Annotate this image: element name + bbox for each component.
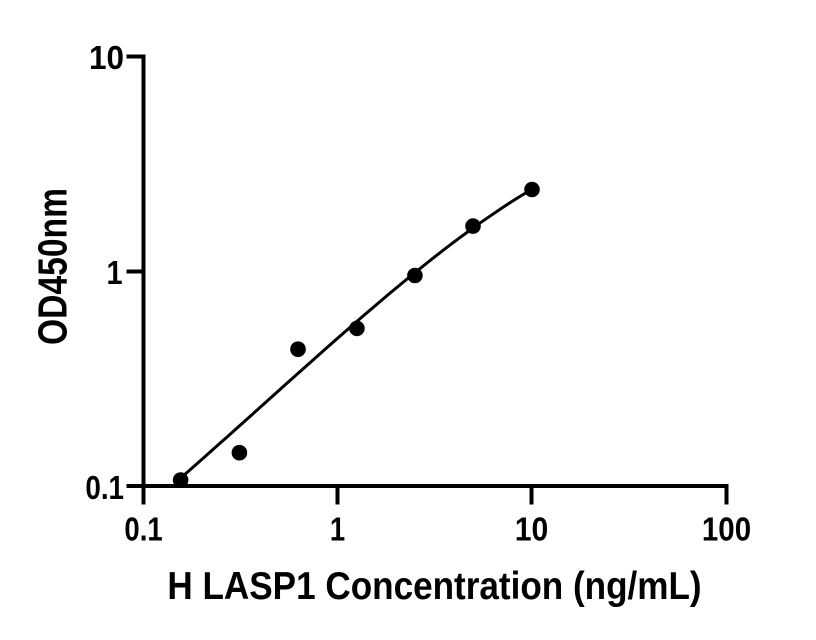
svg-text:0.1: 0.1 [124, 511, 162, 548]
svg-text:1: 1 [106, 254, 122, 292]
svg-text:10: 10 [89, 39, 124, 76]
svg-text:10: 10 [515, 510, 549, 548]
svg-text:OD450nm: OD450nm [29, 188, 75, 345]
svg-text:H LASP1 Concentration (ng/mL): H LASP1 Concentration (ng/mL) [167, 563, 701, 607]
svg-text:1: 1 [330, 511, 345, 548]
svg-text:100: 100 [702, 510, 751, 548]
svg-text:0.1: 0.1 [85, 469, 124, 507]
